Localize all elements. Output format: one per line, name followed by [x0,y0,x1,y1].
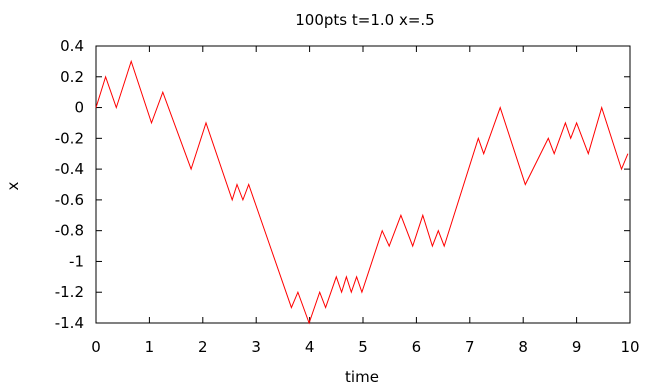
x-tick-label: 8 [518,338,528,356]
y-tick-label: -0.4 [55,160,84,178]
x-tick-label: 2 [198,338,208,356]
y-tick-label: -0.8 [55,222,84,240]
y-tick-label: 0 [74,99,84,117]
y-axis: 0.4 0.2 0 -0.2 -0.4 -0.6 -0.8 -1 -1.2 -1.4 [55,37,630,332]
x-tick-label: 6 [412,338,422,356]
x-axis: 0 1 2 3 4 5 6 7 8 9 10 [91,46,640,356]
x-axis-label: time [345,368,379,386]
y-tick-label: 0.2 [60,68,84,86]
y-tick-label: -1.4 [55,314,84,332]
y-axis-label: x [4,181,22,190]
x-tick-label: 1 [145,338,155,356]
x-tick-label: 10 [620,338,639,356]
y-tick-label: -0.2 [55,129,84,147]
y-tick-label: 0.4 [60,37,84,55]
x-tick-label: 9 [572,338,582,356]
series-group [95,59,629,325]
series-line [95,59,629,325]
x-tick-label: 3 [251,338,261,356]
x-tick-label: 4 [305,338,315,356]
y-tick-label: -1 [69,252,84,270]
chart-title: 100pts t=1.0 x=.5 [295,11,434,29]
x-tick-label: 0 [91,338,101,356]
plot-frame [95,45,631,324]
x-tick-label: 7 [465,338,475,356]
y-tick-label: -0.6 [55,191,84,209]
x-tick-label: 5 [358,338,368,356]
y-tick-label: -1.2 [55,283,84,301]
